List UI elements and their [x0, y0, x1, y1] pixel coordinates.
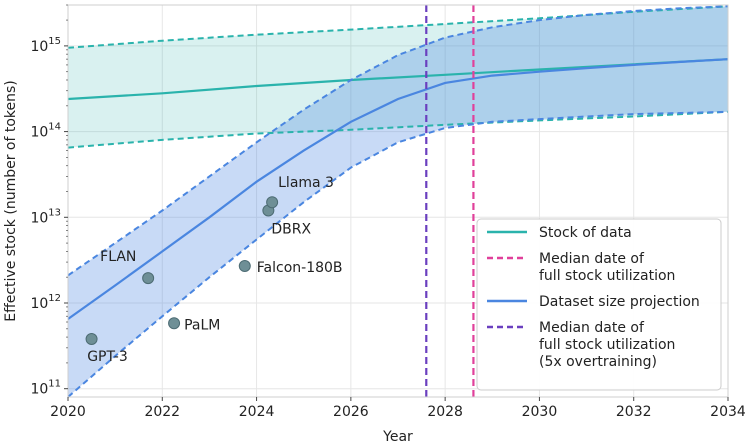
x-tick-label: 2024: [239, 404, 275, 420]
x-tick-label: 2022: [144, 404, 180, 420]
band-dataset: [68, 6, 728, 398]
series-lines: [67, 5, 729, 398]
median-line: [67, 58, 729, 320]
model-label: PaLM: [184, 317, 220, 333]
lower-bound-line: [67, 110, 729, 149]
legend-label: (5x overtraining): [539, 354, 657, 370]
model-point: [238, 260, 251, 273]
model-label: Llama 3: [278, 175, 334, 191]
model-points: GPT-3 FLAN PaLM Falcon-180B DBRX Llama 3: [85, 175, 343, 365]
x-tick-label: 2034: [710, 404, 746, 420]
y-tick-label: 1013: [30, 207, 61, 226]
y-tick-label: 1012: [30, 293, 61, 312]
x-tick-label: 2030: [522, 404, 558, 420]
model-point: [85, 333, 98, 346]
x-tick-label: 2032: [616, 404, 652, 420]
y-axis-ticks: 1011 1012 1013 1014 1015: [30, 4, 68, 398]
y-tick-label: 1015: [30, 36, 61, 55]
model-point: [142, 272, 155, 285]
upper-bound-line: [67, 5, 729, 277]
plot-frame: [67, 4, 729, 398]
model-label: GPT-3: [87, 349, 128, 365]
lower-bound-line: [67, 110, 729, 398]
y-tick-label: 1014: [30, 122, 61, 141]
x-tick-label: 2020: [50, 404, 86, 420]
x-axis-ticks: 2020 2022 2024 2026 2028 2030 2032 2034: [50, 397, 746, 420]
legend-label: Median date of: [539, 251, 645, 267]
legend-label: Dataset size projection: [539, 294, 700, 310]
legend-box: [476, 218, 722, 391]
legend-label: full stock utilization: [539, 268, 675, 284]
model-label: FLAN: [100, 249, 136, 265]
legend-label: Median date of: [539, 320, 645, 336]
x-axis-label: Year: [382, 429, 413, 445]
y-axis-label: Effective stock (number of tokens): [3, 80, 19, 322]
model-point: [266, 196, 279, 209]
y-tick-label: 1011: [30, 379, 61, 398]
model-label: Falcon-180B: [257, 260, 343, 276]
legend-label: Stock of data: [539, 225, 632, 241]
x-tick-label: 2026: [333, 404, 369, 420]
model-label: DBRX: [271, 222, 311, 238]
legend-label: full stock utilization: [539, 337, 675, 353]
x-tick-label: 2028: [427, 404, 463, 420]
model-point: [168, 317, 181, 330]
